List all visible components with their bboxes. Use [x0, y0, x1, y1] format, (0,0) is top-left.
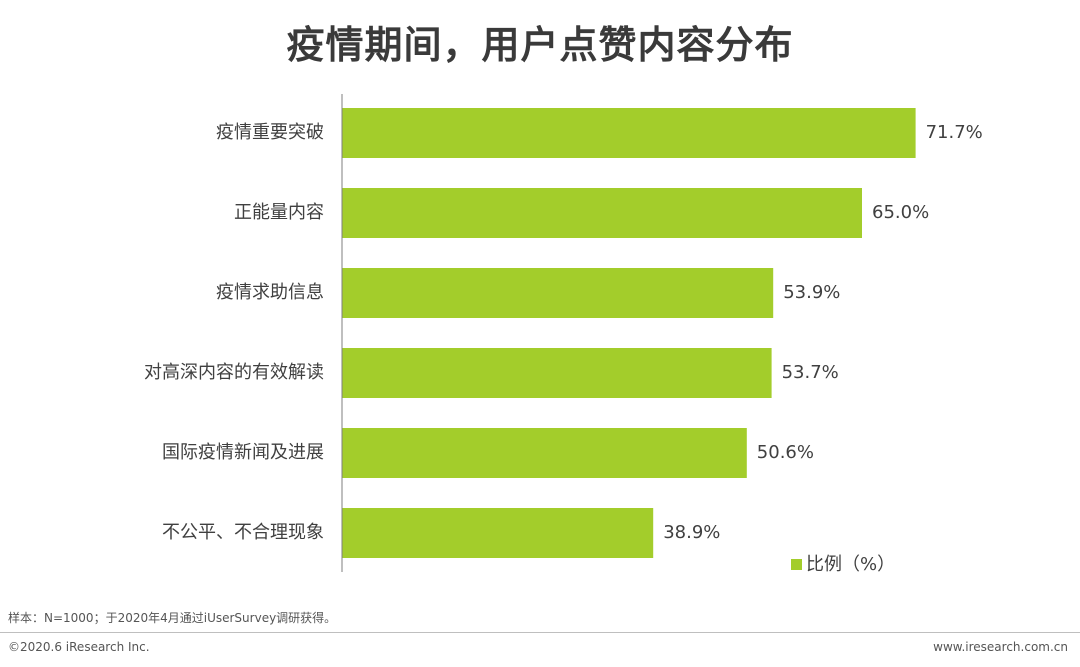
value-label: 65.0% [872, 202, 929, 223]
bars-layer [342, 108, 916, 558]
bar [342, 428, 747, 478]
footer-divider [0, 632, 1080, 633]
value-label: 53.7% [782, 362, 839, 383]
category-label: 正能量内容 [234, 202, 324, 223]
value-label: 53.9% [783, 282, 840, 303]
category-label: 对高深内容的有效解读 [144, 362, 324, 383]
chart-title: 疫情期间，用户点赞内容分布 [286, 23, 794, 67]
category-label: 疫情求助信息 [216, 282, 324, 303]
website-link[interactable]: www.iresearch.com.cn [933, 640, 1068, 654]
sample-note: 样本：N=1000；于2020年4月通过iUserSurvey调研获得。 [8, 611, 337, 625]
bar [342, 268, 774, 318]
copyright-text: ©2020.6 iResearch Inc. [8, 640, 150, 654]
bar [342, 348, 772, 398]
legend: 比例（%） [791, 554, 895, 575]
bar-chart: 疫情重要突破正能量内容疫情求助信息对高深内容的有效解读国际疫情新闻及进展不公平、… [144, 94, 983, 575]
category-label: 疫情重要突破 [216, 122, 324, 143]
category-label: 不公平、不合理现象 [162, 522, 324, 543]
legend-swatch [791, 559, 802, 570]
category-label: 国际疫情新闻及进展 [162, 442, 324, 463]
value-label: 50.6% [757, 442, 814, 463]
category-labels-layer: 疫情重要突破正能量内容疫情求助信息对高深内容的有效解读国际疫情新闻及进展不公平、… [144, 122, 324, 543]
value-label: 71.7% [926, 122, 983, 143]
value-label: 38.9% [663, 522, 720, 543]
legend-label: 比例（%） [806, 554, 895, 575]
bar [342, 508, 654, 558]
bar [342, 108, 916, 158]
bar [342, 188, 862, 238]
value-labels-layer: 71.7% 65.0% 53.9% 53.7% 50.6% 38.9% [663, 122, 983, 543]
